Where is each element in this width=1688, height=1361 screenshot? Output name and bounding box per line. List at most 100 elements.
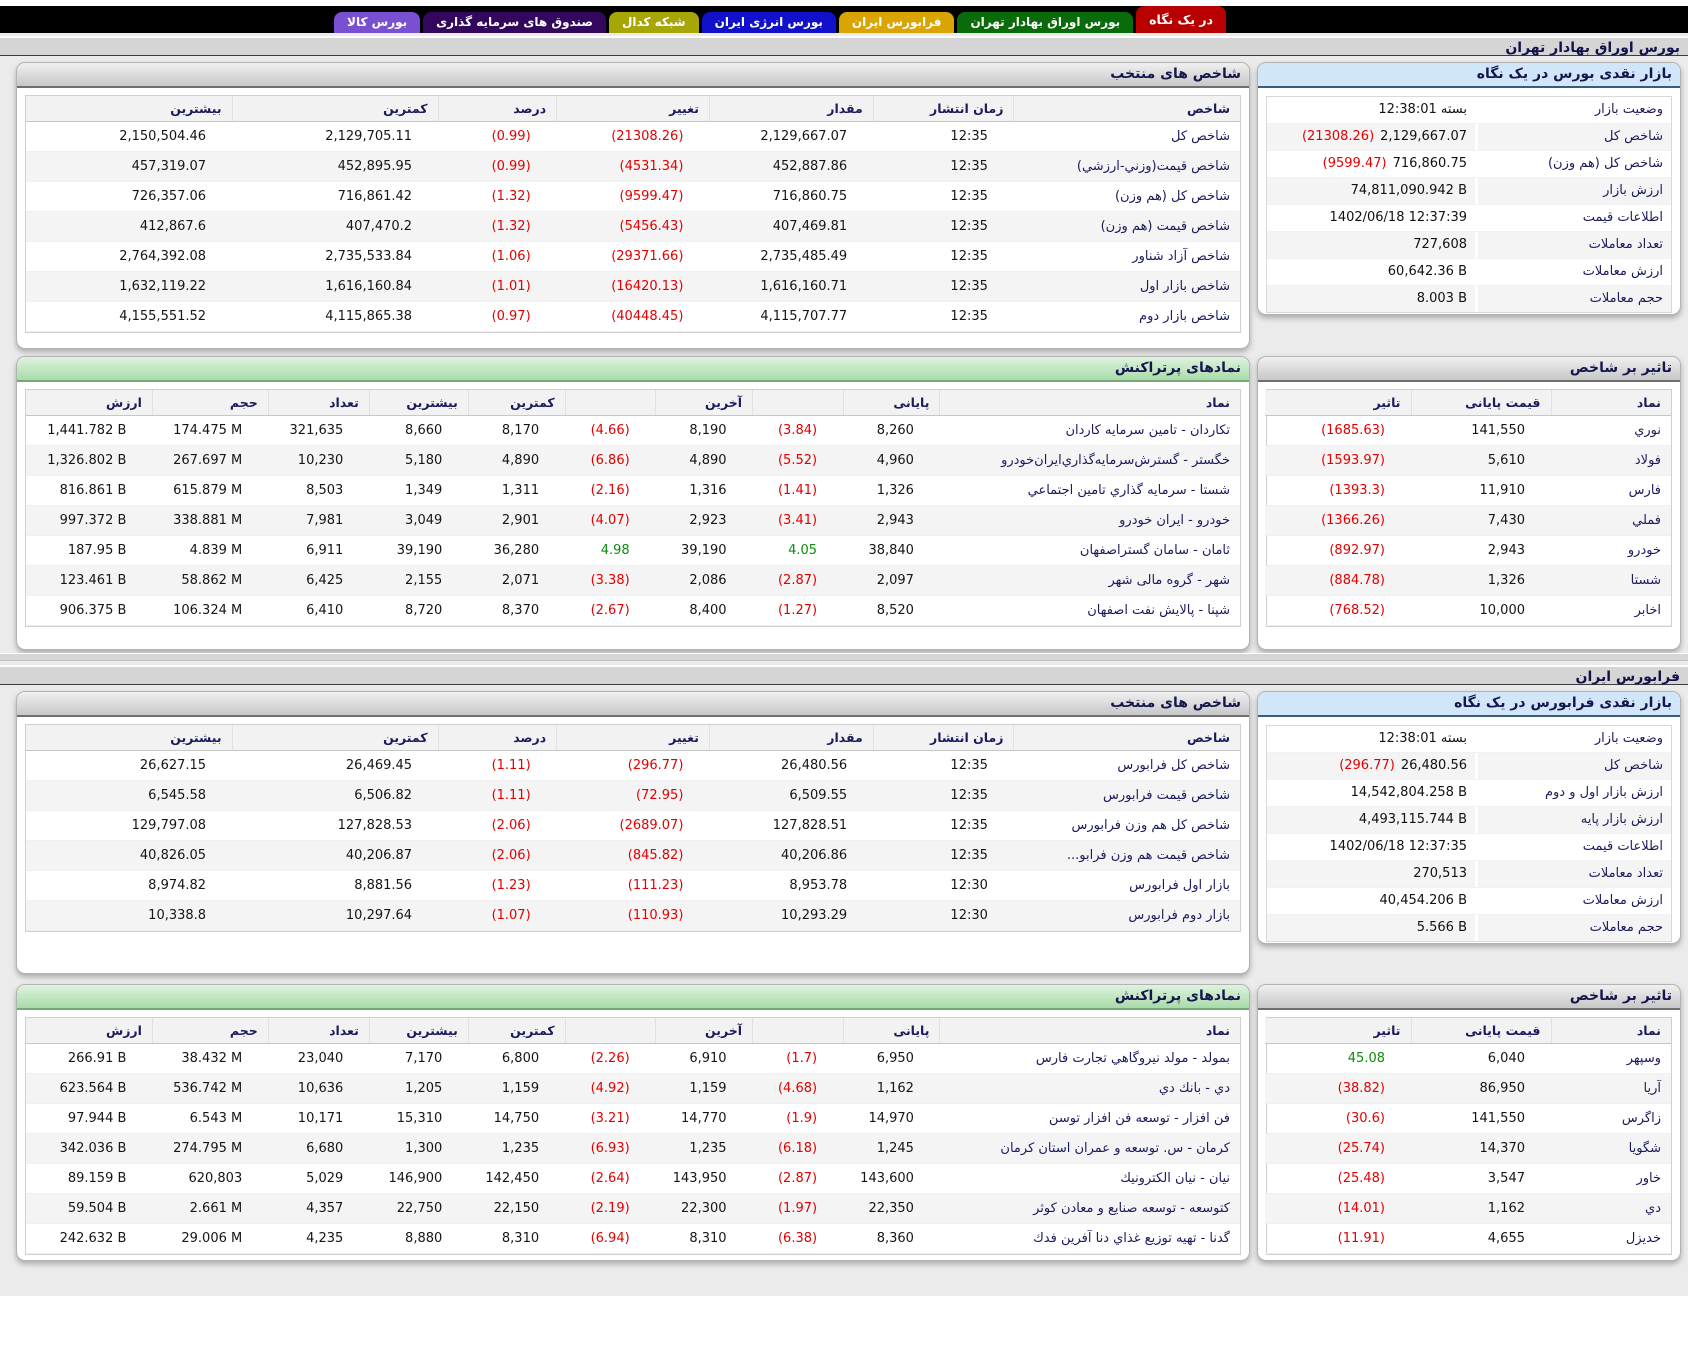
symbol-link[interactable]: نیان - نیان الکترونیك <box>939 1163 1240 1194</box>
column-header[interactable]: تاثیر <box>1265 1018 1411 1044</box>
table-row: نیان - نیان الکترونیك 143,600 (2.87) 143,95… <box>26 1163 1240 1194</box>
column-header[interactable]: درصد <box>437 96 557 122</box>
column-header[interactable]: بیشترین <box>368 390 469 416</box>
column-header[interactable]: مقدار <box>708 96 874 122</box>
tab-بورس اوراق بهادار تهران[interactable]: بورس اوراق بهادار تهران <box>957 12 1134 33</box>
symbol-link[interactable]: شستا - سرمایه گذاري تامین اجتماعي <box>939 475 1240 506</box>
symbol-link[interactable]: گدنا - تهیه توزیع غذاي دنا آفرین فدك <box>939 1223 1240 1254</box>
tab-بورس کالا[interactable]: بورس کالا <box>334 12 421 33</box>
column-header[interactable]: پایانی <box>842 1018 940 1044</box>
symbol-link[interactable]: دي - بانك دي <box>939 1073 1240 1104</box>
symbol-link[interactable]: زاگرس <box>1551 1103 1671 1134</box>
column-header[interactable] <box>564 390 656 416</box>
column-header[interactable]: ارزش <box>26 1018 153 1044</box>
cell: 4,235 <box>268 1223 370 1254</box>
symbol-link[interactable]: دي <box>1551 1193 1671 1224</box>
column-header[interactable]: نماد <box>1550 390 1671 416</box>
column-header[interactable]: ارزش <box>26 390 153 416</box>
column-header[interactable]: شاخص <box>1013 725 1240 751</box>
column-header[interactable]: شاخص <box>1013 96 1240 122</box>
column-header[interactable]: تغییر <box>556 725 710 751</box>
column-header[interactable] <box>752 1018 844 1044</box>
glance-row: اطلاعات قیمت 1402/06/18 12:37:35 <box>1267 834 1671 861</box>
cell: (25.74) <box>1265 1133 1411 1164</box>
column-header[interactable] <box>564 1018 656 1044</box>
column-header[interactable]: آخرین <box>655 1018 753 1044</box>
row-label: شاخص کل <box>1013 121 1240 152</box>
cell: 2,901 <box>468 505 566 536</box>
tab-در یک نگاه[interactable]: در یک نگاه <box>1136 6 1226 33</box>
column-header[interactable] <box>752 390 844 416</box>
symbol-link[interactable]: فولاد <box>1551 445 1671 476</box>
symbol-link[interactable]: خگستر - گسترش‌سرمایه‌گذاري‌ایران‌خودرو <box>939 445 1240 476</box>
column-header[interactable]: تعداد <box>267 1018 370 1044</box>
cell: (296.77) <box>556 750 710 781</box>
column-header[interactable]: مقدار <box>708 725 874 751</box>
symbol-link[interactable]: وسپهر <box>1551 1043 1671 1074</box>
column-header[interactable]: نماد <box>939 390 1240 416</box>
symbol-link[interactable]: نوري <box>1551 415 1671 446</box>
glance-value: 5.566 B <box>1416 920 1467 935</box>
column-header[interactable]: زمان انتشار <box>872 725 1014 751</box>
symbol-link[interactable]: شپنا - پالایش نفت اصفهان <box>939 595 1240 626</box>
cell: 4,115,865.38 <box>232 301 439 332</box>
cell: 1,300 <box>369 1133 469 1164</box>
column-header[interactable]: کمترین <box>467 1018 566 1044</box>
tab-فرابورس ایران[interactable]: فرابورس ایران <box>838 12 955 33</box>
column-header[interactable]: نماد <box>1550 1018 1671 1044</box>
symbol-link[interactable]: اخابر <box>1551 595 1671 626</box>
symbol-link[interactable]: فن افزار - توسعه فن افزار توسن <box>939 1103 1240 1134</box>
cell: 23,040 <box>268 1043 370 1074</box>
glance-value: 74,811,090.942 B <box>1350 183 1467 198</box>
symbol-link[interactable]: خدیزل <box>1551 1223 1671 1254</box>
column-header[interactable]: کمترین <box>231 96 439 122</box>
column-header[interactable]: بیشترین <box>26 725 233 751</box>
tab-بورس انرژی ایران[interactable]: بورس انرژی ایران <box>701 12 836 33</box>
cell: 4,890 <box>468 445 566 476</box>
column-header[interactable]: قیمت پایانی <box>1410 390 1551 416</box>
symbol-link[interactable]: شهر - گروه مالی شهر <box>939 565 1240 596</box>
symbol-link[interactable]: شستا <box>1551 565 1671 596</box>
column-header[interactable]: نماد <box>939 1018 1240 1044</box>
column-header[interactable]: پایانی <box>842 390 940 416</box>
most-traded-table-bourse: نماد پایانی آخرین کمترین بیشترین تعداد حجم ارزش… <box>25 389 1241 627</box>
column-header[interactable]: کمترین <box>467 390 566 416</box>
cell: 816.861 B <box>26 475 153 506</box>
column-header[interactable]: بیشترین <box>26 96 233 122</box>
symbol-link[interactable]: فارس <box>1551 475 1671 506</box>
symbol-link[interactable]: فملي <box>1551 505 1671 536</box>
glance-value: 60,642.36 B <box>1387 264 1467 279</box>
glance-label: حجم معاملات <box>1475 286 1671 312</box>
column-header[interactable]: تعداد <box>267 390 370 416</box>
column-header[interactable]: تغییر <box>556 96 710 122</box>
cell: 6,040 <box>1411 1043 1551 1074</box>
cell: (29371.66) <box>556 241 710 272</box>
symbol-link[interactable]: خودرو <box>1551 535 1671 566</box>
column-header[interactable]: کمترین <box>231 725 439 751</box>
cell: (30.6) <box>1265 1103 1411 1134</box>
symbol-link[interactable]: شگویا <box>1551 1133 1671 1164</box>
symbol-link[interactable]: بمولد - مولد نیروگاهي تجارت فارس <box>939 1043 1240 1074</box>
symbol-link[interactable]: کتوسعه - توسعه صنایع و معادن کوثر <box>939 1193 1240 1224</box>
symbol-link[interactable]: کرمان - س. توسعه و عمران استان کرمان <box>939 1133 1240 1164</box>
tab-شبکه کدال[interactable]: شبکه کدال <box>609 12 699 33</box>
most-traded-panel-farabourse: نمادهای پرتراکنش نماد پایانی آخرین کمترین بی… <box>16 984 1250 1261</box>
column-header[interactable]: درصد <box>437 725 557 751</box>
symbol-link[interactable]: آریا <box>1551 1073 1671 1104</box>
column-header[interactable]: تاثیر <box>1265 390 1411 416</box>
cell: 1,235 <box>468 1133 566 1164</box>
table-row: خدیزل 4,655 (11.91) <box>1265 1223 1671 1254</box>
column-header[interactable]: قیمت پایانی <box>1410 1018 1551 1044</box>
column-header[interactable]: حجم <box>151 1018 269 1044</box>
symbol-link[interactable]: تکاردان - تامین سرمایه کاردان <box>939 415 1240 446</box>
column-header[interactable]: آخرین <box>655 390 753 416</box>
symbol-link[interactable]: خاور <box>1551 1163 1671 1194</box>
symbol-link[interactable]: خودرو - ایران خودرو <box>939 505 1240 536</box>
column-header[interactable]: حجم <box>151 390 269 416</box>
tab-صندوق های سرمایه گذاری[interactable]: صندوق های سرمایه گذاری <box>423 12 607 33</box>
cell: 8,310 <box>468 1223 566 1254</box>
column-header[interactable]: بیشترین <box>368 1018 469 1044</box>
symbol-link[interactable]: ثامان - سامان گستراصفهان <box>939 535 1240 566</box>
column-header[interactable]: زمان انتشار <box>872 96 1014 122</box>
cell: (1.9) <box>752 1103 844 1134</box>
